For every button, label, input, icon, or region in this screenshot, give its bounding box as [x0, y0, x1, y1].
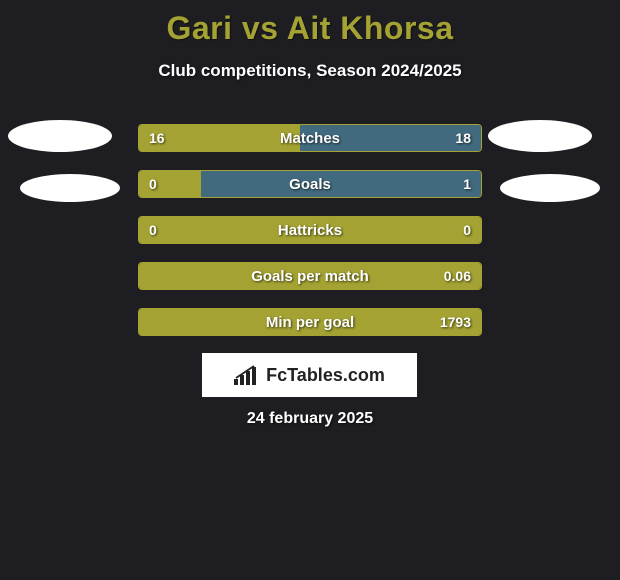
brand-text: FcTables.com — [266, 365, 385, 386]
row-fill-left — [139, 125, 300, 151]
row-fill-right — [201, 171, 481, 197]
team-left-logo-2 — [20, 174, 120, 202]
row-fill-left — [139, 263, 481, 289]
row-fill-left — [139, 171, 201, 197]
brand-box: FcTables.com — [202, 353, 417, 397]
team-right-logo-1 — [488, 120, 592, 152]
footer-date: 24 february 2025 — [0, 410, 620, 428]
row-fill-left — [139, 309, 481, 335]
compare-row: Hattricks00 — [138, 216, 482, 244]
subtitle: Club competitions, Season 2024/2025 — [0, 61, 620, 81]
compare-row: Goals01 — [138, 170, 482, 198]
team-right-logo-2 — [500, 174, 600, 202]
row-fill-left — [139, 217, 481, 243]
compare-rows: Matches1618 Goals01 Hattricks00 Goals per m… — [138, 124, 482, 354]
page-title: Gari vs Ait Khorsa — [0, 0, 620, 47]
team-left-logo-1 — [8, 120, 112, 152]
compare-row: Matches1618 — [138, 124, 482, 152]
page: Gari vs Ait Khorsa Club competitions, Se… — [0, 0, 620, 580]
compare-row: Goals per match0.06 — [138, 262, 482, 290]
bars-icon — [234, 365, 260, 385]
compare-row: Min per goal1793 — [138, 308, 482, 336]
row-fill-right — [300, 125, 481, 151]
